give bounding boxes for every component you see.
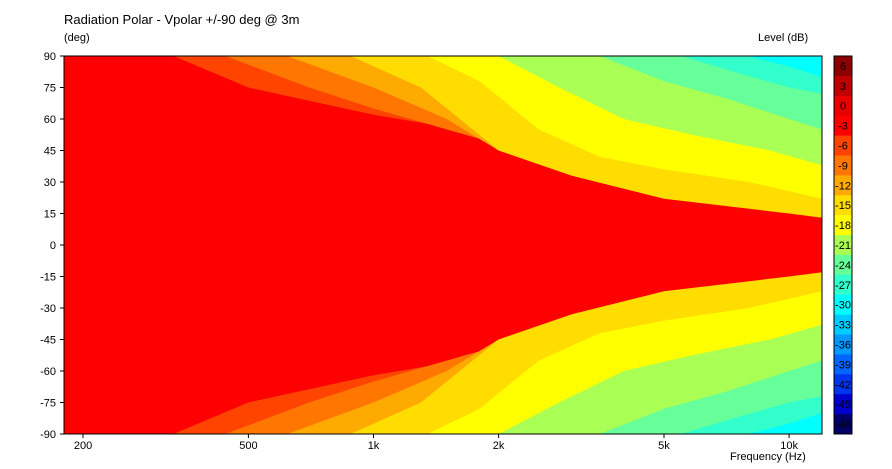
colorbar-level-label: -39 [835,359,851,371]
colorbar-level-label: -6 [838,141,848,153]
x-tick-label: 200 [74,440,92,452]
y-tick-label: 75 [44,83,56,95]
contour-band-bottom [64,324,822,434]
y-tick-label: -60 [40,366,56,378]
y-tick-label: -45 [40,335,56,347]
colorbar-level-label: -33 [835,320,851,332]
colorbar-level-label: -45 [835,399,851,411]
colorbar-level-label: -9 [838,160,848,172]
colorbar-level-label: -27 [835,280,851,292]
axes: 90 75 60 45 30 15 0 -15 -30 -45 -60 -75 -90 200 500 1k 2… [40,51,823,452]
chart-title: Radiation Polar - Vpolar +/-90 deg @ 3m [64,12,300,27]
colorbar-swatch [834,155,852,176]
colorbar-level-label: -12 [835,180,851,192]
y-tick-label: -30 [40,303,56,315]
x-axis-label: Frequency (Hz) [730,451,806,463]
y-tick-label: 45 [44,146,56,158]
y-tick-label: 60 [44,114,56,126]
x-tick-label: 2k [493,440,505,452]
y-tick-label: 30 [44,177,56,189]
colorbar-level-label: -18 [835,220,851,232]
colorbar-swatch [834,394,852,415]
y-tick-label: 90 [44,51,56,63]
colorbar-level-label: 0 [840,101,846,113]
colorbar-swatch [834,314,852,336]
colorbar-swatch [834,195,852,216]
plot-area [64,56,822,434]
colorbar-swatch [834,254,852,276]
x-tick-label: 5k [658,440,670,452]
colorbar-swatch [834,175,852,196]
colorbar-level-label: 6 [840,61,846,73]
y-tick-label: 15 [44,209,56,221]
colorbar-level-label: -30 [835,300,851,312]
colorbar-level-label: -3 [838,121,848,133]
y-tick-label: -75 [40,398,56,410]
y-tick-label: -90 [40,429,56,441]
contour-band-bottom [64,396,822,434]
colorbar-swatch [834,235,852,256]
x-tick-label: 1k [368,440,380,452]
colorbar-level-label: -36 [835,339,851,351]
colorbar-label: Level (dB) [758,32,809,44]
contour-band-top [64,56,822,94]
colorbar-swatch [834,334,852,355]
x-tick-label: 10k [780,440,798,452]
colorbar-swatch [834,115,852,137]
colorbar-swatch [834,294,852,316]
colorbar-swatch [834,414,852,435]
colorbar: 6 3 0 -3 -6 -9 -12 -15 -18 -21 -24 -27 -30 -33 -36 -39 -… [833,55,853,435]
colorbar-level-label: -15 [835,200,851,212]
colorbar-frame [833,55,853,435]
y-axis-unit: (deg) [64,32,90,44]
colorbar-level-label: -21 [835,240,851,252]
y-tick-label: 0 [50,240,56,252]
colorbar-swatch [834,354,852,375]
colorbar-swatch [834,274,852,296]
x-tick-label: 500 [239,440,257,452]
colorbar-swatch [834,215,852,236]
colorbar-level-label: 3 [840,81,846,93]
colorbar-swatch [834,374,852,395]
colorbar-swatch [834,75,852,97]
colorbar-swatch [834,95,852,117]
colorbar-swatch [834,56,852,77]
contour-band-top [64,56,822,166]
colorbar-level-label: -48 [835,419,851,431]
colorbar-swatch [834,135,852,156]
y-tick-label: -15 [40,272,56,284]
colorbar-level-label: -24 [835,260,851,272]
contour-group [64,56,822,434]
colorbar-level-label: -42 [835,379,851,391]
